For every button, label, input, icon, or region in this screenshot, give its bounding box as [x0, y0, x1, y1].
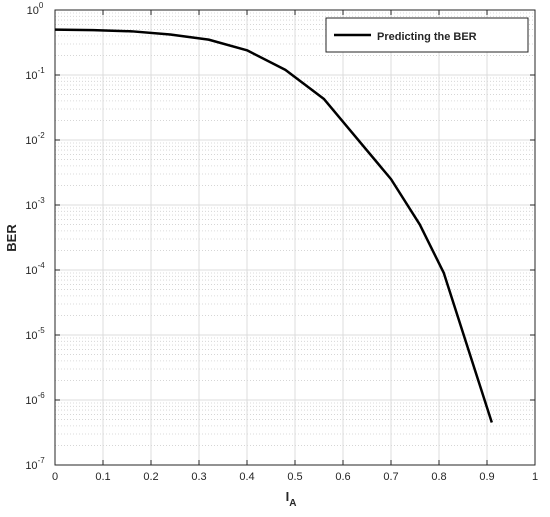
- y-tick-base: 10: [25, 330, 37, 342]
- y-tick-label: 10-2: [25, 131, 45, 147]
- y-tick-label: 10-6: [25, 391, 45, 407]
- x-axis-label-main: I: [286, 489, 290, 504]
- y-tick-base: 10: [25, 460, 37, 472]
- y-tick-label: 10-1: [25, 66, 45, 82]
- y-tick-exp: -3: [38, 196, 46, 205]
- y-tick-exp: 0: [39, 1, 44, 10]
- y-tick-base: 10: [25, 200, 37, 212]
- y-tick-label: 10-4: [25, 261, 45, 277]
- x-tick-label: 0.9: [479, 471, 494, 483]
- y-tick-base: 10: [27, 5, 39, 17]
- x-tick-label: 0.2: [143, 471, 158, 483]
- y-tick-exp: -2: [38, 131, 46, 140]
- y-tick-exp: -6: [38, 391, 46, 400]
- y-tick-exp: -7: [38, 456, 46, 465]
- x-tick-label: 0: [52, 471, 58, 483]
- x-tick-label: 0.4: [239, 471, 254, 483]
- x-axis-label: IA: [286, 489, 297, 509]
- y-axis-label: BER: [4, 224, 19, 252]
- axes-box: [54, 9, 536, 466]
- y-tick-base: 10: [25, 70, 37, 82]
- x-tick-label: 0.6: [335, 471, 350, 483]
- legend-label: Predicting the BER: [377, 31, 477, 43]
- line-series: [54, 28, 493, 423]
- y-tick-label: 10-5: [25, 326, 45, 342]
- y-tick-base: 10: [25, 395, 37, 407]
- x-tick-label: 0.8: [431, 471, 446, 483]
- y-tick-exp: -1: [38, 66, 46, 75]
- x-tick-label: 0.1: [95, 471, 110, 483]
- y-tick-label: 100: [27, 1, 44, 17]
- y-tick-base: 10: [25, 135, 37, 147]
- x-tick-label: 0.7: [383, 471, 398, 483]
- y-tick-exp: -5: [38, 326, 46, 335]
- y-tick-exp: -4: [38, 261, 46, 270]
- x-tick-label: 0.3: [191, 471, 206, 483]
- y-tick-label: 10-3: [25, 196, 45, 212]
- x-tick-label: 1: [532, 471, 538, 483]
- x-axis-label-sub: A: [289, 498, 296, 509]
- y-tick-label: 10-7: [25, 456, 45, 472]
- y-tick-base: 10: [25, 265, 37, 277]
- x-tick-label: 0.5: [287, 471, 302, 483]
